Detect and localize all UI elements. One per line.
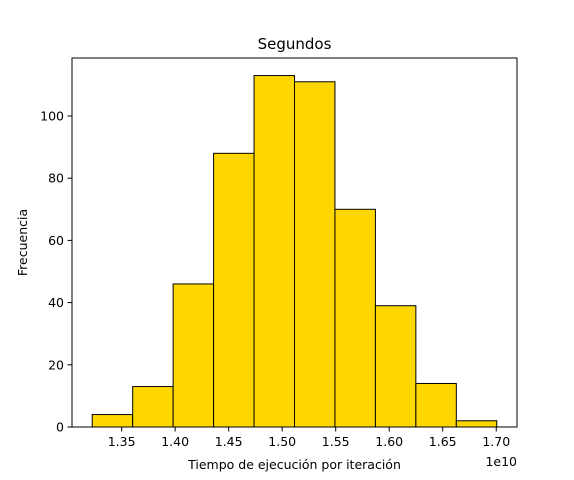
x-tick-label: 1.45 (215, 434, 243, 449)
bars-group (91, 75, 498, 428)
x-tick-label: 1.65 (429, 434, 457, 449)
chart-title: Segundos (258, 35, 332, 53)
y-tick-label: 60 (48, 233, 64, 248)
histogram-bar-8 (374, 305, 417, 428)
histogram-bar-10 (455, 420, 498, 428)
x-tick-label: 1.35 (108, 434, 136, 449)
histogram-bar-9 (415, 382, 457, 428)
axes-frame (71, 57, 518, 428)
histogram-bar-5 (253, 75, 295, 428)
histogram-bar-6 (294, 81, 336, 428)
histogram-bar-4 (213, 152, 255, 428)
histogram-bar-1 (91, 414, 134, 428)
x-axis-label: Tiempo de ejecución por iteración (187, 457, 401, 472)
y-tick-label: 40 (48, 295, 64, 310)
y-tick-label: 80 (48, 171, 64, 186)
histogram-bar-7 (334, 208, 376, 428)
x-tick-label: 1.50 (268, 434, 296, 449)
y-tick-label: 100 (40, 109, 64, 124)
y-ticks-group: 0 20 40 60 80 100 (40, 109, 72, 435)
histogram-bar-3 (172, 283, 215, 428)
y-tick-label: 0 (56, 420, 64, 435)
x-axis-offset-label: 1e10 (485, 454, 517, 469)
histogram-bar-2 (132, 386, 174, 428)
x-tick-label: 1.60 (375, 434, 403, 449)
x-tick-label: 1.40 (161, 434, 189, 449)
x-tick-label: 1.55 (322, 434, 350, 449)
y-tick-label: 20 (48, 357, 64, 372)
x-tick-label: 1.70 (482, 434, 510, 449)
x-ticks-group: 1.35 1.40 1.45 1.50 1.55 1.60 1.65 1.70 (108, 427, 510, 449)
y-axis-label: Frecuencia (15, 209, 30, 276)
